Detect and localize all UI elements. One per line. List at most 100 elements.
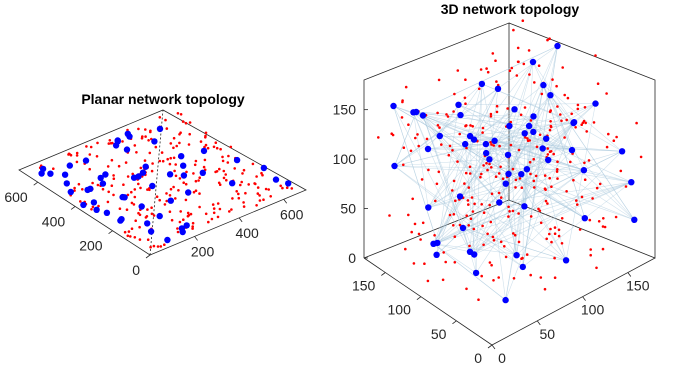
sensor-node-point <box>198 176 201 179</box>
sensor-node-point <box>235 190 238 193</box>
network-link <box>473 88 499 140</box>
network-link <box>439 116 534 137</box>
sensor-node-point <box>486 70 490 74</box>
sensor-node-point <box>218 167 221 171</box>
planar-x-axis: 200 400 600 <box>191 199 304 259</box>
sensor-node-point <box>497 191 501 195</box>
planar-chart: Planar network topology 200 400 600 0 200 40… <box>4 91 307 278</box>
network-link <box>436 139 475 255</box>
cluster-node-point <box>592 100 599 107</box>
network-link <box>437 83 483 243</box>
sensor-node-point <box>89 145 93 149</box>
cluster-node-point <box>144 220 151 227</box>
sensor-node-point <box>490 192 494 196</box>
planar-y-tick-label: 600 <box>4 189 28 205</box>
sensor-node-point <box>543 287 547 291</box>
sensor-node-point <box>175 144 178 148</box>
network-link <box>475 83 483 273</box>
sensor-node-point <box>402 146 406 149</box>
sensor-node-point <box>79 200 82 203</box>
cluster-node-point <box>547 92 554 99</box>
cluster-node-point <box>285 180 292 187</box>
sensor-node-point <box>233 167 236 170</box>
sensor-node-point <box>537 64 541 67</box>
sensor-node-point <box>486 232 489 236</box>
sensor-node-point <box>176 112 180 115</box>
sensor-node-point <box>130 190 133 194</box>
sensor-node-point <box>75 154 79 157</box>
sensor-node-point <box>139 186 142 190</box>
sensor-node-point <box>188 121 192 124</box>
sensor-node-point <box>77 182 81 186</box>
sensor-node-point <box>221 155 224 159</box>
sensor-node-point <box>130 227 134 230</box>
sensor-node-point <box>251 162 255 166</box>
cluster-node-point <box>123 146 131 153</box>
sensor-node-point <box>511 167 515 171</box>
sensor-node-point <box>556 105 559 108</box>
sensor-node-point <box>549 120 552 123</box>
cluster-node-point <box>156 125 164 133</box>
sensor-node-point <box>597 220 601 223</box>
network-link <box>428 88 499 208</box>
sensor-node-point <box>589 253 592 257</box>
sensor-node-point <box>197 179 200 182</box>
3d-y-tick-label: 50 <box>431 326 447 342</box>
sensor-node-point <box>130 201 134 205</box>
sensor-node-point <box>595 186 599 190</box>
sensor-node-point <box>488 203 492 207</box>
sensor-node-point <box>96 183 100 187</box>
sensor-node-point <box>253 182 256 185</box>
sensor-node-point <box>488 162 491 166</box>
sensor-node-point <box>489 115 493 118</box>
sensor-node-point <box>217 181 221 185</box>
sensor-node-point <box>413 222 417 226</box>
sensor-node-point <box>229 145 233 149</box>
sensor-node-point <box>160 151 164 154</box>
sensor-node-point <box>445 113 448 116</box>
sensor-node-point <box>112 193 115 197</box>
sensor-node-point <box>221 159 225 163</box>
sensor-node-point <box>489 220 493 224</box>
network-link <box>499 116 534 203</box>
sensor-node-point <box>407 123 410 126</box>
sensor-node-point <box>560 217 564 220</box>
sensor-node-point <box>448 213 452 217</box>
sensor-node-point <box>576 107 580 111</box>
sensor-node-point <box>549 150 553 153</box>
cluster-node-point <box>391 162 398 170</box>
network-link <box>394 114 461 167</box>
cluster-node-point <box>185 189 192 196</box>
cluster-node-point <box>554 42 561 50</box>
3d-y-tick <box>487 344 493 349</box>
network-link <box>439 104 459 137</box>
sensor-node-point <box>514 186 517 189</box>
network-link <box>516 151 623 256</box>
sensor-node-point <box>490 166 493 169</box>
sensor-node-point <box>279 184 283 188</box>
sensor-node-point <box>159 245 163 248</box>
sensor-node-point <box>526 137 529 140</box>
network-link <box>393 105 438 243</box>
sensor-node-point <box>176 230 180 234</box>
sensor-node-point <box>165 127 169 130</box>
network-link <box>462 227 517 256</box>
cluster-node-point <box>436 132 443 140</box>
sensor-node-point <box>169 187 173 191</box>
sensor-node-point <box>67 153 70 156</box>
network-link <box>437 183 506 244</box>
sensor-node-point <box>559 113 562 116</box>
sensor-node-point <box>481 224 484 228</box>
cluster-node-point <box>38 170 45 177</box>
cluster-node-point <box>519 263 526 271</box>
cluster-node-point <box>496 199 503 206</box>
sensor-node-point <box>121 140 124 143</box>
sensor-node-point <box>107 142 111 145</box>
sensor-node-point <box>410 230 414 234</box>
planar-x-tick-label: 400 <box>235 225 259 241</box>
cluster-node-point <box>142 163 149 170</box>
cluster-node-point <box>97 174 104 182</box>
sensor-node-point <box>490 143 493 146</box>
sensor-node-point <box>184 198 188 202</box>
sensor-node-point <box>506 107 509 110</box>
